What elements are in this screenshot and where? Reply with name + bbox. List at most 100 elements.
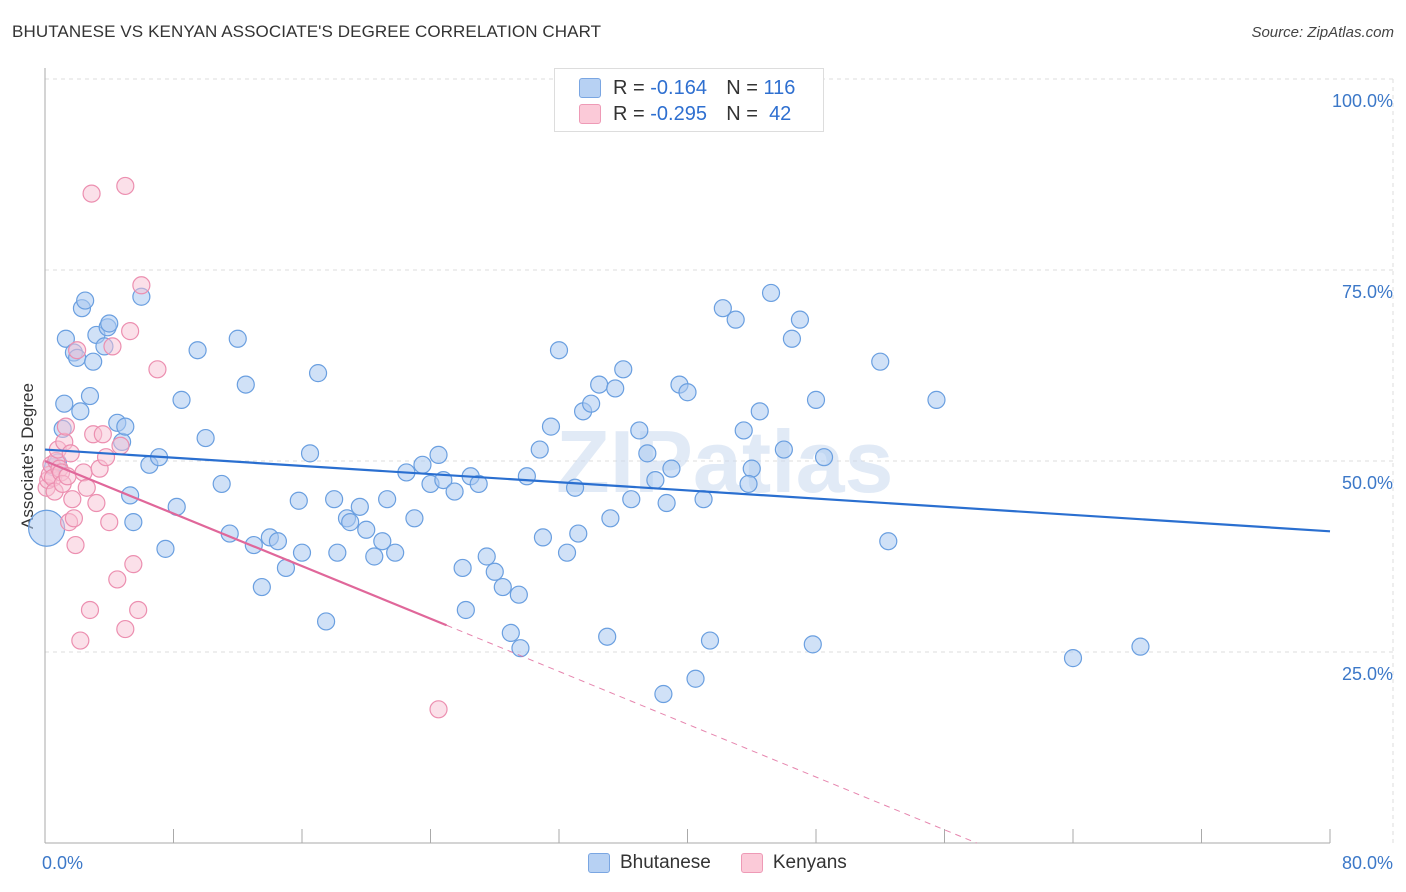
bhutanese-point [511,639,530,658]
kenyan-point [116,176,135,196]
bhutanese-point [116,417,135,436]
x-tick-labels: 0.0% 80.0% [42,853,1393,873]
bhutanese-point [541,417,561,436]
legend-item-bhutanese[interactable]: Bhutanese [588,852,711,874]
bhutanese-point [879,532,898,551]
n-value-kenyans: 42 [769,102,792,125]
blue-swatch [588,853,610,873]
bhutanese-point [405,509,424,528]
n-value-bhutanese: 116 [763,76,796,99]
y-tick-labels: 25.0% 50.0% 75.0% 100.0% [1332,91,1393,684]
bhutanese-point [252,577,271,597]
bhutanese-point [1131,637,1150,656]
bhutanese-point [55,394,74,413]
bhutanese-point [662,459,681,478]
kenyan-point [64,509,84,528]
bhutanese-point [212,474,231,494]
bhutanese-point [549,341,569,360]
bhutanese-point [316,612,336,631]
bhutanese-point [582,394,601,413]
bhutanese-point [734,421,753,440]
kenyan-point [82,184,101,203]
bhutanese-point [622,490,641,509]
kenyan-point [93,425,112,444]
bhutanese-point [501,623,520,643]
bhutanese-point [357,520,376,539]
bhutanese-point [477,547,496,566]
bhutanese-point [493,577,512,597]
bhutanese-point [56,329,75,348]
chart-title: BHUTANESE VS KENYAN ASSOCIATE'S DEGREE C… [12,22,602,41]
bhutanese-point [378,490,397,509]
n-label: N = [726,76,758,99]
bhutanese-point [1063,649,1083,668]
r-label: R = [613,76,645,99]
kenyan-point [80,600,100,620]
bhutanese-point [694,490,713,509]
legend-item-kenyans[interactable]: Kenyans [740,852,847,874]
kenyan-point [111,436,130,455]
bhutanese-point [569,524,588,543]
bhutanese-point [517,467,536,486]
bhutanese-point [713,299,732,318]
bhutanese-point [654,684,673,704]
bhutanese-point [268,532,288,551]
bhutanese-point [485,562,504,581]
bhutanese-point [638,444,657,463]
legend-row-bhutanese: R = -0.164 N = 116 [579,76,795,100]
pink-swatch [579,104,601,124]
kenyan-point [66,535,85,555]
bhutanese-point [590,375,609,394]
bhutanese-point [80,386,100,406]
kenyan-point [124,555,143,574]
bhutanese-point [750,402,769,421]
bhutanese-point [365,547,384,566]
source-credit: Source: ZipAtlas.com [1251,24,1394,41]
kenyan-point [129,600,148,620]
kenyan-point [68,341,87,360]
x-tick-label-min: 0.0% [42,853,83,873]
stats-legend: R = -0.164 N = 116 R = -0.295 N = 42 [554,68,824,132]
bhutanese-point [156,539,175,558]
bhutanese-point [509,585,528,604]
bhutanese-point [84,352,103,371]
r-value-kenyans: -0.295 [650,102,707,125]
bhutanese-point [790,310,810,329]
n-label: N = [726,102,758,125]
legend-label-kenyans: Kenyans [772,852,847,873]
bhutanese-point [739,474,758,494]
bhutanese-point [413,455,432,474]
legend-label-bhutanese: Bhutanese [620,852,711,873]
bhutanese-point [124,513,143,532]
bhutanese-point [782,329,802,348]
bhutanese-point [761,283,781,303]
bhutanese-point [557,543,577,562]
y-tick-label: 25.0% [1342,664,1393,684]
bhutanese-point [530,440,549,459]
y-tick-label: 100.0% [1332,91,1393,111]
bhutanese-point [927,390,946,409]
axes [44,68,1331,844]
bhutanese-point [606,379,625,398]
bhutanese-point [341,513,360,532]
bhutanese-point [445,482,464,501]
bhutanese-point [350,497,369,516]
bhutanese-point [803,635,822,654]
bhutanese-point [678,383,697,402]
kenyan-point [132,276,151,295]
kenyan-point [56,417,75,436]
bhutanese-point [292,543,312,562]
kenyan-point [429,700,448,719]
bhutanese-point [100,314,119,333]
bhutanese-point [774,440,793,459]
kenyan-point [71,631,90,650]
kenyan-point [100,513,119,532]
bhutanese-point [196,428,215,448]
bhutanese-point [373,532,392,551]
bhutanese-trend-line [44,448,1331,533]
kenyan-point [63,490,82,509]
bhutanese-point [726,310,745,329]
kenyan-point [77,478,96,497]
bhutanese-point [686,669,705,688]
